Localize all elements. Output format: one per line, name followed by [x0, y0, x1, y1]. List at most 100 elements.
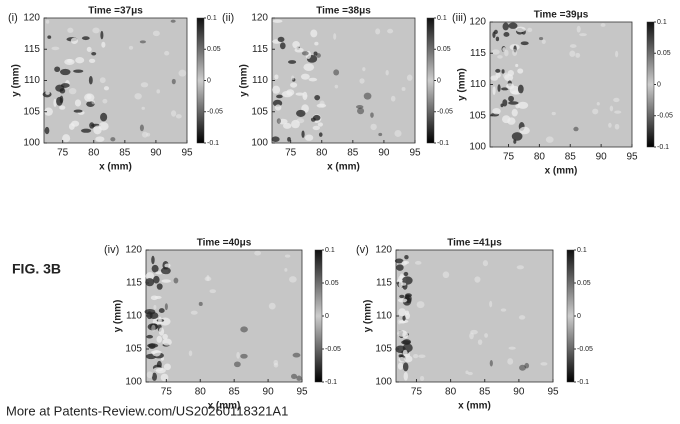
- texture: [333, 69, 340, 76]
- texture: [502, 72, 510, 79]
- texture: [171, 78, 176, 85]
- texture: [64, 58, 75, 65]
- texture: [416, 301, 425, 309]
- chart-title: Time =40μs: [197, 238, 252, 249]
- texture: [147, 343, 159, 348]
- texture: [68, 87, 77, 95]
- texture: [102, 98, 108, 104]
- texture: [484, 333, 488, 338]
- texture: [171, 110, 177, 117]
- texture: [292, 40, 300, 49]
- texture: [310, 29, 318, 38]
- texture: [569, 44, 577, 48]
- texture: [507, 117, 516, 125]
- texture: [402, 339, 412, 345]
- y-tick-label: 120: [23, 13, 40, 24]
- texture: [551, 111, 556, 116]
- texture: [519, 126, 530, 135]
- y-tick-label: 115: [24, 44, 40, 55]
- texture: [271, 136, 280, 142]
- texture: [515, 26, 526, 33]
- texture: [402, 315, 406, 321]
- texture: [363, 92, 372, 100]
- texture: [370, 112, 374, 118]
- colorbar: [426, 17, 435, 144]
- texture: [141, 131, 148, 138]
- texture: [92, 27, 100, 34]
- texture: [378, 132, 383, 137]
- texture: [615, 50, 619, 58]
- texture: [492, 31, 496, 38]
- y-tick-label: 115: [470, 48, 486, 59]
- texture: [73, 109, 83, 113]
- x-tick-label: 95: [547, 387, 559, 398]
- texture: [500, 308, 507, 312]
- texture: [291, 75, 295, 81]
- texture: [153, 367, 164, 372]
- y-tick-label: 120: [251, 13, 268, 24]
- texture: [397, 362, 404, 370]
- texture: [151, 255, 155, 265]
- texture: [54, 66, 61, 73]
- colorbar-tick-label: 0: [325, 313, 329, 320]
- texture: [385, 69, 389, 76]
- x-tick-label: 75: [503, 152, 515, 163]
- plot-area: [145, 249, 303, 383]
- x-tick-label: 95: [409, 148, 421, 159]
- texture: [394, 130, 402, 137]
- plot-area: [395, 249, 554, 383]
- texture: [86, 101, 95, 107]
- x-tick-label: 75: [285, 148, 297, 159]
- x-tick-label: 75: [411, 387, 423, 398]
- texture: [288, 60, 297, 64]
- texture: [44, 126, 50, 135]
- texture: [504, 49, 509, 57]
- texture: [151, 372, 157, 381]
- texture: [394, 258, 404, 264]
- colorbar-tick-label: -0.05: [325, 346, 341, 353]
- texture: [502, 99, 508, 107]
- x-tick-label: 95: [181, 148, 193, 159]
- texture: [614, 110, 622, 114]
- texture: [274, 74, 279, 80]
- y-tick-label: 100: [251, 138, 268, 149]
- texture: [308, 77, 318, 82]
- colorbar-tick-label: -0.05: [437, 109, 453, 116]
- plot-area: [43, 17, 188, 144]
- texture: [273, 362, 279, 368]
- texture: [490, 75, 499, 81]
- texture: [404, 255, 409, 260]
- texture: [303, 63, 315, 71]
- x-tick-label: 90: [596, 152, 608, 163]
- texture: [272, 85, 281, 94]
- chart-title: Time =38μs: [316, 6, 371, 17]
- texture: [399, 319, 409, 324]
- texture: [419, 375, 425, 382]
- texture: [95, 136, 105, 142]
- texture: [74, 99, 82, 107]
- texture: [576, 25, 581, 33]
- colorbar-tick-label: 0.05: [657, 50, 671, 57]
- texture: [319, 100, 325, 108]
- texture: [511, 108, 518, 117]
- texture: [504, 73, 514, 82]
- texture: [160, 357, 164, 361]
- x-tick-label: 85: [479, 387, 491, 398]
- texture: [545, 136, 554, 143]
- y-tick-label: 100: [375, 377, 392, 388]
- texture: [474, 276, 481, 283]
- texture: [150, 295, 158, 301]
- texture: [284, 267, 288, 272]
- texture: [295, 92, 305, 96]
- texture: [414, 260, 422, 265]
- texture: [44, 107, 53, 116]
- texture: [198, 301, 203, 307]
- chart-title: Time =41μs: [447, 238, 502, 249]
- texture: [146, 371, 154, 379]
- texture: [304, 134, 314, 141]
- texture: [402, 362, 409, 372]
- texture: [70, 37, 79, 44]
- texture: [314, 94, 321, 101]
- colorbar: [314, 249, 323, 383]
